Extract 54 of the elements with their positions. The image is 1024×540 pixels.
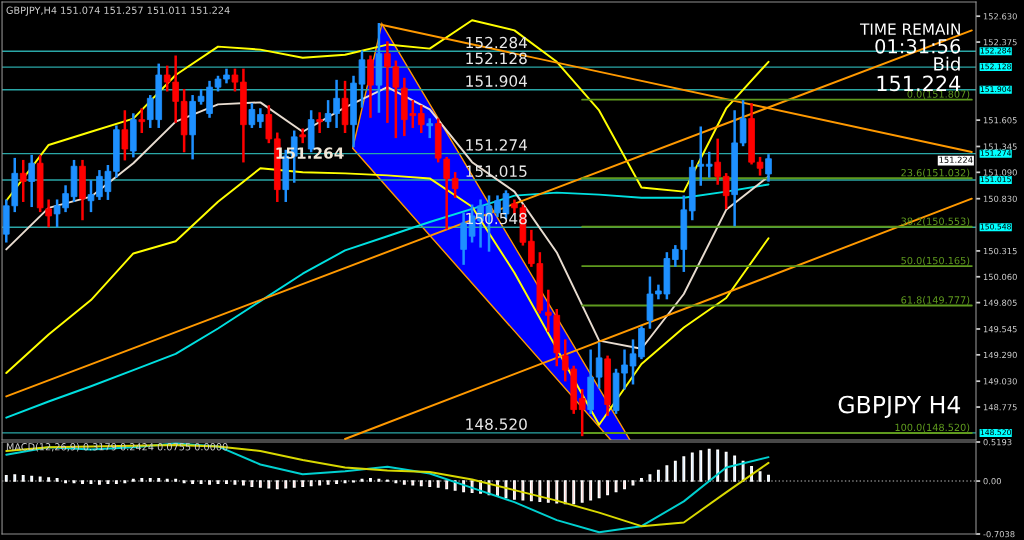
chart-title: GBPJPY,H4 151.074 151.257 151.011 151.224 [6,6,230,16]
ref-line-label: 152.284 [466,36,527,49]
candlestick [19,159,27,202]
series-label: 0.0(151.807) [907,90,970,99]
y-tick-label: 149.805 [983,299,1017,306]
y-tick-label: 151.345 [983,143,1017,150]
y-tick-label: 0.00 [983,478,1001,485]
candlestick [714,138,721,185]
series-label: 23.6(151.032) [901,168,970,178]
series-label: 50.0(150.165) [901,256,970,266]
line-series [5,19,770,202]
ref-line-label: 151.904 [466,75,527,87]
y-tick-label: 150.830 [983,195,1017,202]
series-label: 100.0(148.520) [895,423,970,433]
y-tick-label: 151.605 [983,117,1017,124]
y-tick-label: 150.060 [983,273,1017,281]
annotation: 151.224 [939,156,973,163]
y-tick-label: 149.290 [983,351,1017,359]
candlestick [299,128,306,144]
candlestick [595,342,603,389]
candlestick [578,389,586,437]
y-tick-label: 152.630 [983,13,1017,20]
annotation: Bid [934,56,960,71]
y-tick-label: 151.090 [983,169,1017,176]
candlestick [705,151,713,178]
candlestick [316,112,323,134]
candlestick [697,126,705,186]
y-tick-label: 0.5193 [983,438,1012,446]
candlestick [765,154,772,182]
candlestick [45,199,52,228]
candlestick [248,103,256,128]
ref-line-label: 152.128 [466,52,527,65]
ref-line-label: 150.548 [466,212,527,225]
y-tick-label: 149.030 [983,378,1017,385]
y-tick-label: 148.775 [983,404,1017,411]
series-label: 61.8(149.777) [901,296,970,305]
candlestick [722,173,730,210]
candlestick [231,68,239,92]
candlestick [451,172,459,198]
ref-line-label: 148.520 [466,418,527,430]
y-tick-label: 150.315 [983,247,1017,255]
y-tick-label: 149.545 [983,325,1017,333]
y-tick-label: 152.375 [983,39,1017,46]
candlestick [28,154,35,208]
annotation: 151.224 [877,75,961,92]
annotation: GBPJPY H4 [838,395,961,418]
candlestick [417,105,425,134]
candlestick [426,118,434,139]
candlestick [443,156,450,230]
ref-line-label: 151.274 [466,139,527,151]
y-tick-label: -0.7038 [983,530,1015,538]
annotation: TIME REMAIN [859,23,960,35]
candlestick [138,108,146,134]
candlestick [121,110,129,161]
